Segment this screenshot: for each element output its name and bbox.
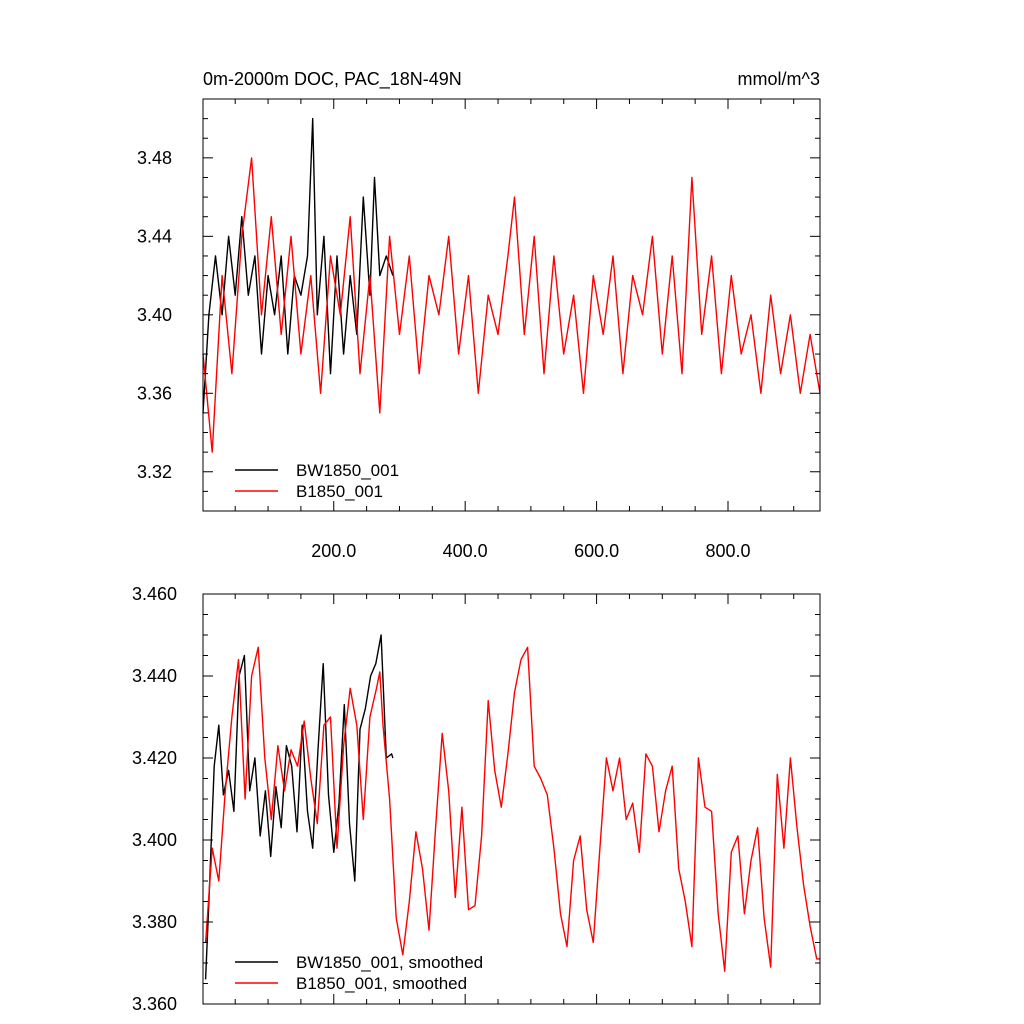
top-x-tick-label: 200.0 bbox=[311, 541, 356, 561]
top-series-line-1 bbox=[202, 157, 821, 453]
top-y-tick-label: 3.44 bbox=[137, 226, 172, 246]
top-plot-frame bbox=[202, 98, 821, 512]
top-panel-units: mmol/m^3 bbox=[738, 69, 820, 89]
top-x-tick-label: 800.0 bbox=[705, 541, 750, 561]
bottom-legend-label-bw1850: BW1850_001, smoothed bbox=[296, 953, 483, 972]
bottom-plot-frame bbox=[202, 593, 821, 1005]
bottom-axis-tick-labels: 3.360 3.380 3.400 3.420 3.440 3.460 bbox=[132, 584, 177, 1014]
bot-y-tick-label: 3.420 bbox=[132, 748, 177, 768]
bot-y-tick-label: 3.360 bbox=[132, 994, 177, 1014]
top-axis-ticks bbox=[203, 98, 820, 512]
top-panel-title: 0m-2000m DOC, PAC_18N-49N bbox=[203, 69, 462, 90]
top-legend-label-b1850: B1850_001 bbox=[296, 482, 383, 501]
bot-y-tick-label: 3.460 bbox=[132, 584, 177, 604]
top-y-tick-label: 3.40 bbox=[137, 305, 172, 325]
bot-y-tick-label: 3.400 bbox=[132, 830, 177, 850]
top-series-group bbox=[202, 117, 821, 453]
top-y-tick-label: 3.32 bbox=[137, 462, 172, 482]
top-panel: 0m-2000m DOC, PAC_18N-49N mmol/m^3 200.0… bbox=[137, 69, 821, 561]
bot-series-line-1 bbox=[204, 646, 820, 972]
bottom-axis-ticks bbox=[203, 593, 820, 1005]
bot-series-line-0 bbox=[204, 634, 394, 980]
top-x-tick-label: 400.0 bbox=[443, 541, 488, 561]
top-y-tick-label: 3.36 bbox=[137, 383, 172, 403]
top-series-line-0 bbox=[202, 117, 394, 413]
bottom-legend-label-b1850: B1850_001, smoothed bbox=[296, 974, 467, 993]
top-legend-label-bw1850: BW1850_001 bbox=[296, 461, 399, 480]
bottom-legend: BW1850_001, smoothed B1850_001, smoothed bbox=[235, 953, 483, 993]
top-axis-tick-labels: 200.0 400.0 600.0 800.0 3.32 3.36 3.40 3.44 3.48 bbox=[137, 148, 751, 561]
top-x-tick-label: 600.0 bbox=[574, 541, 619, 561]
bottom-series-group bbox=[204, 634, 820, 980]
top-legend: BW1850_001 B1850_001 bbox=[235, 461, 399, 501]
bottom-panel: 3.360 3.380 3.400 3.420 3.440 3.460 BW1850_00… bbox=[132, 584, 821, 1014]
bot-y-tick-label: 3.440 bbox=[132, 666, 177, 686]
bot-y-tick-label: 3.380 bbox=[132, 912, 177, 932]
top-y-tick-label: 3.48 bbox=[137, 148, 172, 168]
